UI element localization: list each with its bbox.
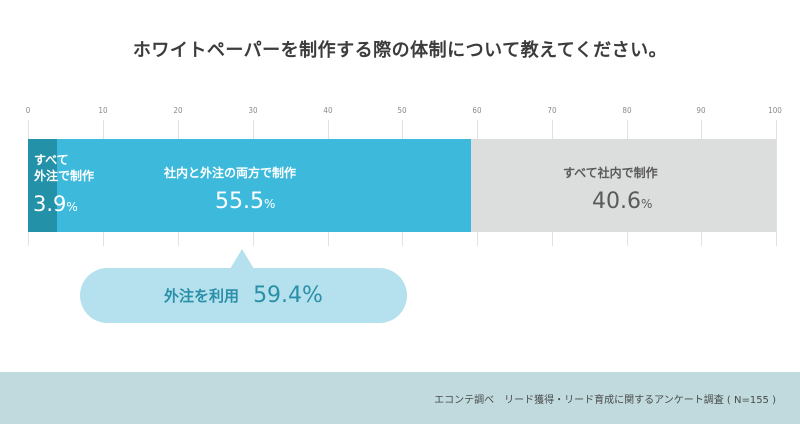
tick-label-40: 40: [323, 106, 333, 115]
callout-pointer: [230, 249, 254, 269]
value-both: 55.5%: [215, 189, 275, 214]
tick-label-60: 60: [472, 106, 482, 115]
tick-label-0: 0: [25, 106, 31, 115]
value-outsource-all: 3.9%: [33, 192, 78, 216]
value-inhouse-all-unit: %: [640, 197, 653, 211]
tick-label-30: 30: [248, 106, 258, 115]
value-both-unit: %: [263, 197, 276, 211]
value-inhouse-all: 40.6%: [592, 189, 652, 214]
value-inhouse-all-number: 40.6: [592, 189, 641, 214]
callout-outsource-total: 外注を利用 59.4%: [80, 268, 407, 323]
callout-label: 外注を利用: [164, 287, 240, 305]
source-note: エコンテ調べ リード獲得・リード育成に関するアンケート調査 ( N=155 ): [434, 395, 776, 406]
bar-segment-both: [57, 139, 471, 232]
tick-label-100: 100: [768, 106, 782, 115]
chart-title: ホワイトペーパーを制作する際の体制について教えてください。: [132, 40, 668, 61]
tick-label-50: 50: [397, 106, 407, 115]
value-outsource-all-number: 3.9: [33, 192, 67, 216]
label-outsource-all-line2: 外注で制作: [34, 169, 95, 183]
bar-segment-outsource-all: [28, 139, 57, 232]
tick-label-80: 80: [622, 106, 632, 115]
label-both: 社内と外注の両方で制作: [164, 166, 297, 180]
value-outsource-all-unit: %: [66, 200, 78, 214]
callout-value: 59.4%: [253, 283, 323, 308]
source-footer: エコンテ調べ リード獲得・リード育成に関するアンケート調査 ( N=155 ): [0, 372, 800, 424]
tick-label-10: 10: [98, 106, 108, 115]
tick-label-20: 20: [173, 106, 183, 115]
tick-label-70: 70: [547, 106, 557, 115]
tick-label-90: 90: [696, 106, 706, 115]
stacked-bar-chart: 0 10 20 30 40 50 60 70 80 90 100 すべて 外注で…: [25, 106, 782, 323]
gridline-100: [776, 120, 777, 246]
label-inhouse-all: すべて社内で制作: [563, 166, 658, 180]
value-both-number: 55.5: [215, 189, 264, 214]
label-outsource-all: すべて 外注で制作: [34, 152, 94, 184]
label-outsource-all-line1: すべて: [34, 153, 69, 167]
bar-segment-inhouse-all: [471, 139, 776, 232]
